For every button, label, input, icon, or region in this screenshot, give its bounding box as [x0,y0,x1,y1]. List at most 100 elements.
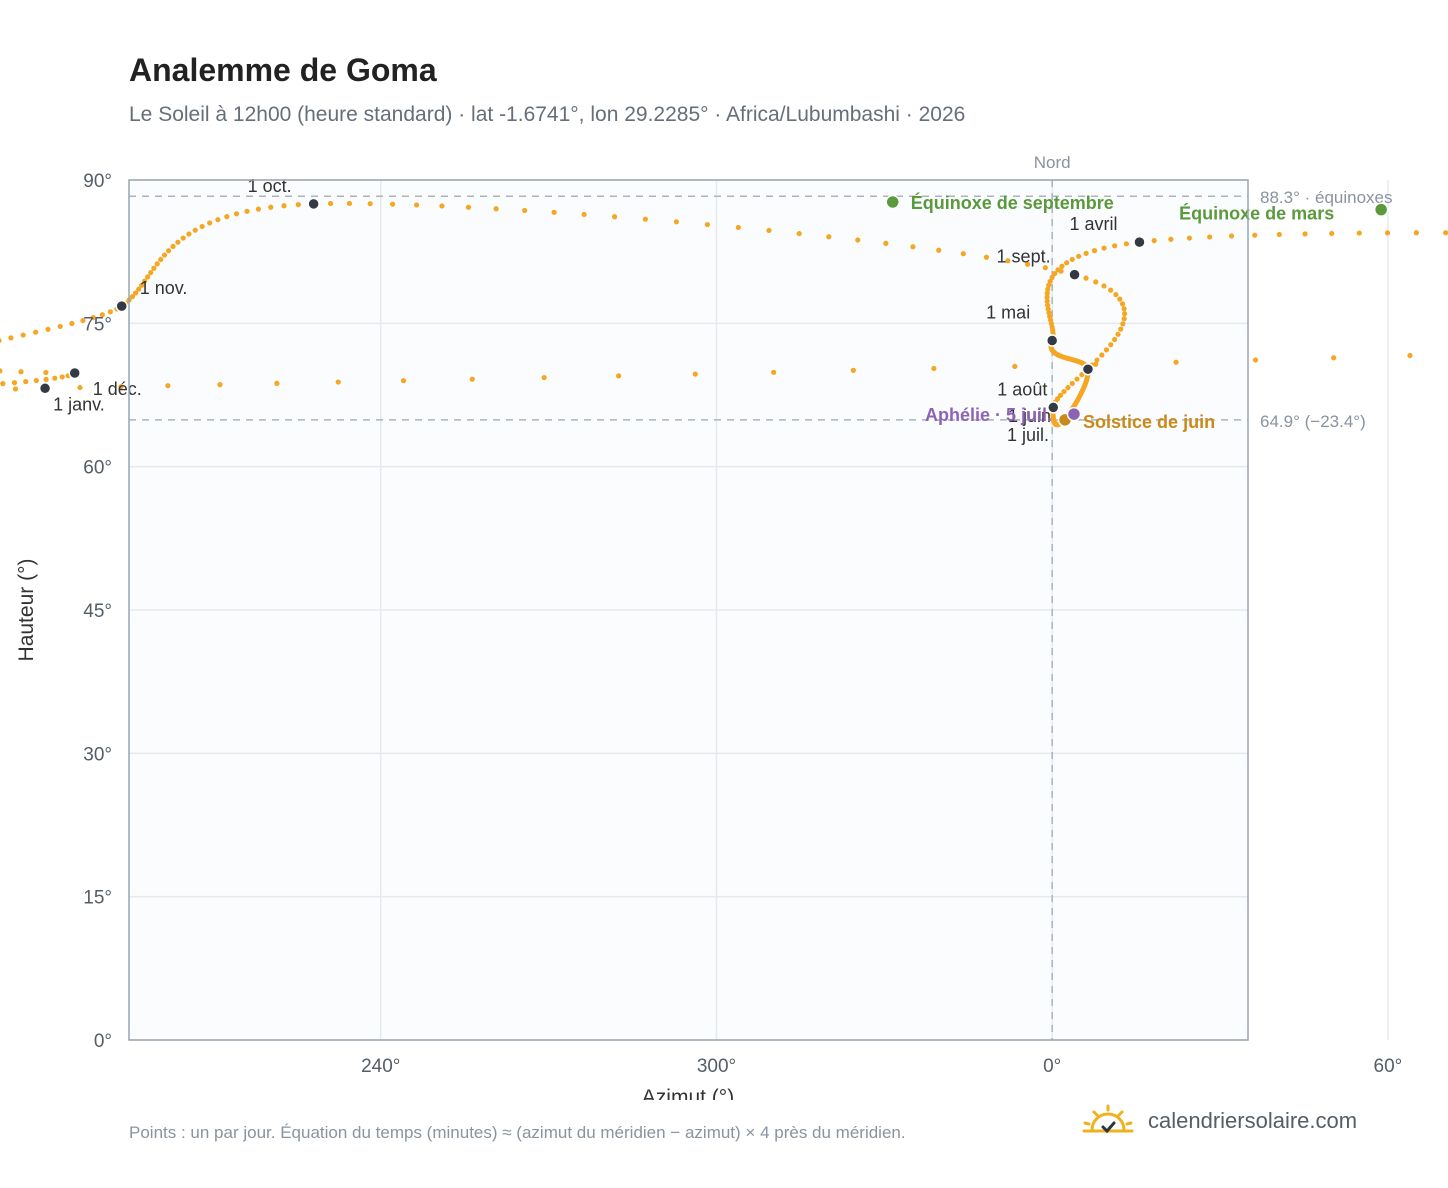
daily-point [136,286,142,292]
y-tick-label: 15° [83,888,112,909]
daily-point [1108,287,1114,293]
daily-point [541,374,547,381]
daily-point [18,369,24,375]
event-label: Aphélie · 5 juil. [925,405,1052,425]
daily-point [268,204,274,210]
month-label: 1 sept. [997,247,1051,267]
daily-point [1083,275,1089,281]
daily-point [11,380,18,386]
y-tick-label: 45° [83,601,112,622]
daily-point [0,381,6,387]
daily-point [107,309,113,315]
daily-point [400,378,407,384]
daily-point [439,203,445,209]
daily-point [771,369,777,375]
daily-point [145,274,151,280]
daily-point [1083,250,1089,256]
daily-point [161,252,168,258]
daily-point [170,243,176,250]
daily-point [766,227,772,234]
month-label: 1 juin [1008,406,1051,426]
daily-point [1276,231,1282,238]
daily-point [295,202,301,208]
daily-point [1207,234,1213,240]
daily-point [217,382,223,388]
daily-point [1121,316,1127,322]
daily-point [43,376,49,382]
daily-point [1059,263,1065,269]
daily-point [1049,274,1055,280]
north-label: Nord [1034,153,1071,172]
daily-point [175,239,181,245]
daily-point [1061,388,1067,395]
event-label: Équinoxe de septembre [911,192,1114,213]
daily-point [142,278,148,284]
daily-point [936,247,942,253]
daily-point [1112,243,1118,249]
analemma-chart: Nord 88.3° · équinoxes 64.9° (−23.4°) 1 ja… [0,153,1448,1100]
daily-point [1044,294,1050,300]
daily-point [1117,296,1123,302]
daily-point [1119,301,1126,307]
daily-point [1065,385,1071,391]
daily-point [148,270,154,276]
daily-point [139,282,145,288]
event-marker [1373,202,1389,217]
daily-point [1057,392,1064,398]
daily-point [883,240,889,246]
reference-lines: Nord 88.3° · équinoxes 64.9° (−23.4°) [129,153,1393,1040]
daily-point [1115,331,1121,337]
daily-point [826,234,832,240]
daily-point [704,221,711,228]
daily-point [1064,260,1070,266]
y-tick-label: 90° [83,171,112,192]
axes: 240°300°0°60°120°180°0°15°30°45°60°75°90… [83,171,1402,1077]
daily-point [99,312,105,318]
daily-point [551,209,557,215]
daily-point [469,376,475,382]
month-label: 1 mai [986,303,1030,323]
daily-point [1120,321,1126,327]
daily-point [1101,283,1107,289]
month-marker [1047,401,1060,414]
daily-point [52,375,58,381]
month-marker [38,382,52,395]
y-tick-label: 30° [83,744,112,765]
daily-point [43,369,49,376]
daily-point [1042,265,1048,271]
daily-point [1122,311,1128,317]
daily-point [158,256,164,263]
month-marker [115,299,128,313]
daily-point [1076,253,1082,259]
daily-point [1331,355,1337,361]
brand-text: calendriersolaire.com [1148,1108,1358,1133]
month-marker [1045,334,1059,347]
daily-point [1055,396,1061,402]
daily-point [335,379,341,385]
daily-point [850,367,856,373]
daily-point [673,219,679,225]
daily-point [1123,241,1130,247]
brand-logo[interactable]: calendriersolaire.com [1082,1104,1357,1138]
daily-point [413,202,420,208]
daily-point [12,386,19,392]
daily-point [522,207,528,214]
daily-point [616,373,622,379]
y-tick-label: 75° [83,314,112,335]
daily-point [1186,235,1193,241]
daily-point [735,224,741,231]
month-label: 1 avril [1069,214,1117,234]
daily-point [1046,282,1052,288]
daily-point [346,200,353,207]
daily-point [910,244,916,250]
daily-point [207,220,213,226]
daily-point [1113,291,1119,298]
month-marker [68,366,81,380]
daily-point [1121,306,1127,312]
daily-point [0,338,2,344]
month-label: 1 oct. [248,176,292,196]
daily-point [1047,278,1053,284]
daily-point [796,230,802,237]
daily-point [327,200,334,207]
